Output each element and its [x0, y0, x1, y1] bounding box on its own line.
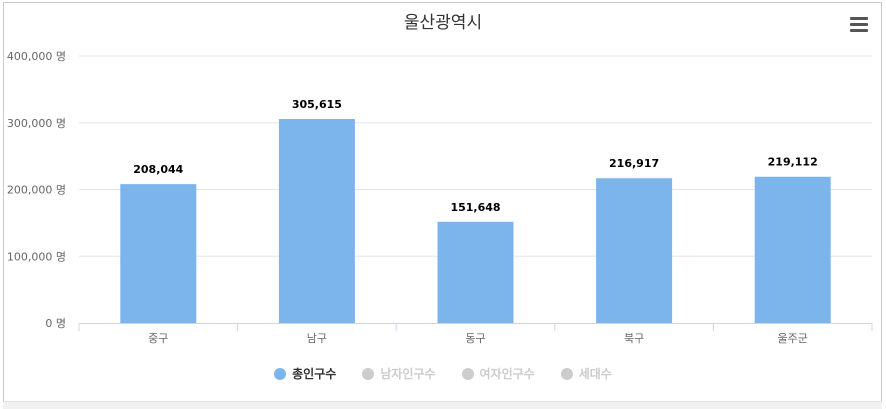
hamburger-menu-icon: [850, 17, 868, 20]
bar-3[interactable]: [437, 221, 514, 323]
y-tick-label: 300,000 명: [7, 117, 66, 130]
y-tick-label: 100,000 명: [7, 250, 66, 263]
legend-label: 여자인구수: [479, 367, 535, 381]
legend-item-4[interactable]: 세대수: [560, 365, 612, 382]
data-label: 305,615: [292, 98, 342, 111]
chart-title: 울산광역시: [403, 13, 483, 33]
context-menu-button[interactable]: [850, 17, 870, 35]
chart-legend: 총인구수 남자인구수 여자인구수 세대수: [0, 365, 886, 382]
legend-item-2[interactable]: 남자인구수: [362, 365, 436, 382]
y-tick-label: 400,000 명: [7, 50, 66, 63]
legend-marker-icon: [461, 367, 474, 380]
bar-5[interactable]: [754, 176, 831, 323]
x-tick-label: 동구: [465, 332, 485, 345]
x-tick-label: 북구: [624, 332, 644, 345]
legend-marker-icon: [560, 367, 573, 380]
data-label: 151,648: [450, 201, 500, 214]
y-tick-label: 0 명: [45, 317, 66, 330]
x-tick-label: 울주군: [778, 332, 808, 345]
bar-4[interactable]: [596, 178, 673, 323]
y-tick-label: 200,000 명: [7, 184, 66, 197]
data-label: 208,044: [133, 163, 183, 176]
bar-2[interactable]: [278, 119, 355, 323]
legend-marker-icon: [274, 367, 287, 380]
bottom-strip: [3, 401, 882, 409]
legend-item-1[interactable]: 총인구수: [274, 365, 336, 382]
data-label: 216,917: [609, 157, 659, 170]
data-label: 219,112: [768, 156, 818, 169]
legend-label: 남자인구수: [380, 367, 436, 381]
legend-label: 세대수: [578, 367, 612, 381]
legend-marker-icon: [362, 367, 375, 380]
x-tick-label: 남구: [307, 332, 327, 345]
x-tick-label: 중구: [148, 332, 168, 345]
legend-item-3[interactable]: 여자인구수: [461, 365, 535, 382]
bar-1[interactable]: [120, 184, 197, 323]
legend-label: 총인구수: [292, 367, 337, 381]
